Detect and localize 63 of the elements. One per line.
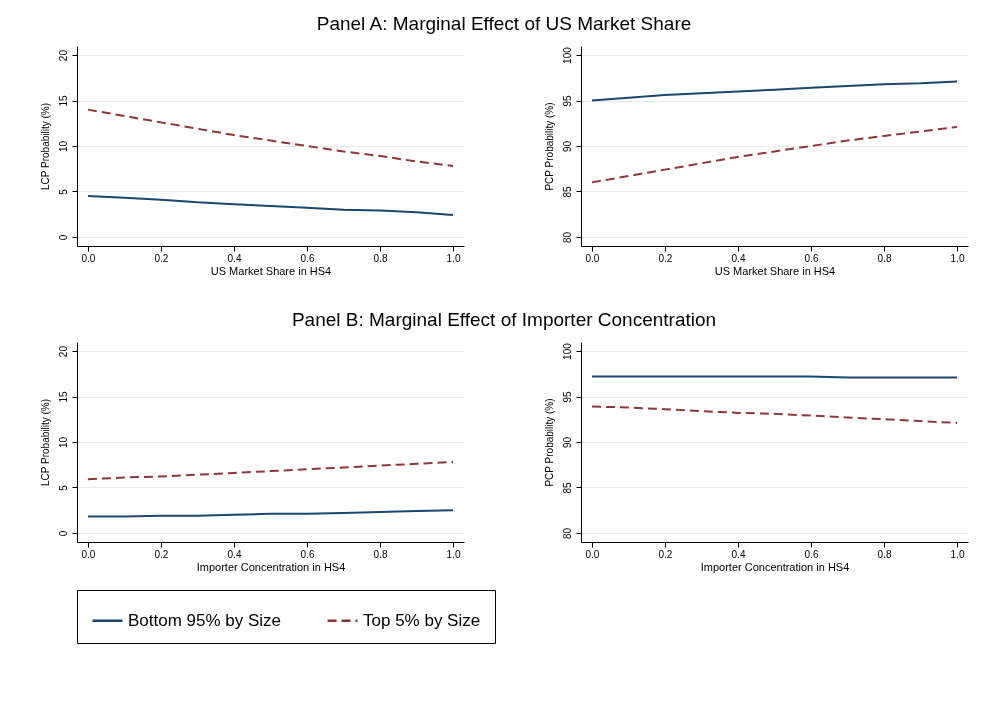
line-series: [590, 80, 959, 102]
x-tick-label: 0.6: [300, 252, 315, 264]
x-tick-label: 0.8: [877, 548, 892, 560]
y-tick-label: 80: [561, 527, 573, 539]
x-tick-label: 1.0: [950, 252, 965, 264]
x-tick-label: 0.4: [227, 252, 242, 264]
x-tick-label: 0.6: [804, 548, 819, 560]
x-tick-label: 0.0: [81, 252, 96, 264]
y-tick-label: 100: [561, 46, 573, 64]
x-tick-label: 0.6: [300, 548, 315, 560]
y-tick-label: 95: [561, 95, 573, 107]
y-tick-label: 15: [57, 391, 69, 403]
y-tick-label: 5: [57, 484, 69, 491]
y-tick-label: 0: [57, 234, 69, 241]
x-tick-label: 0.6: [804, 252, 819, 264]
x-tick-label: 0.0: [585, 548, 600, 560]
y-tick-label: 10: [57, 436, 69, 449]
x-tick-label: 0.0: [81, 548, 96, 560]
text: Panel B: Marginal Effect of Importer Concentration: [291, 309, 717, 330]
y-tick-label: 20: [57, 49, 69, 62]
x-tick-label: 0.2: [658, 548, 673, 560]
x-tick-label: 1.0: [950, 548, 965, 560]
y-tick-label: 5: [57, 188, 69, 195]
y-axis-title: PCP Probability (%): [543, 102, 555, 191]
line-series: [86, 108, 455, 167]
y-tick-label: 95: [561, 391, 573, 403]
line-series: [590, 405, 959, 424]
x-tick-label: 0.8: [877, 252, 892, 264]
x-tick-label: 0.4: [731, 252, 746, 264]
legend-label: Bottom 95% by Size: [128, 610, 282, 630]
x-tick-label: 0.2: [658, 252, 673, 264]
x-tick-label: 0.4: [731, 548, 746, 560]
line-series: [86, 509, 455, 518]
x-tick-label: 0.0: [585, 252, 600, 264]
x-tick-label: 0.4: [227, 548, 242, 560]
x-tick-label: 1.0: [446, 548, 461, 560]
y-tick-label: 15: [57, 95, 69, 107]
x-axis-title: US Market Share in HS4: [714, 264, 836, 277]
y-tick-label: 10: [57, 140, 69, 153]
y-tick-label: 80: [561, 231, 573, 243]
x-tick-label: 0.8: [373, 548, 388, 560]
y-tick-label: 20: [57, 345, 69, 358]
y-axis-title: LCP Probability (%): [39, 102, 51, 191]
x-axis-title: Importer Concentration in HS4: [700, 560, 850, 573]
y-tick-label: 85: [561, 185, 573, 198]
line-series: [86, 461, 455, 481]
y-tick-label: 85: [561, 481, 573, 494]
line-series: [86, 195, 455, 217]
y-tick-label: 90: [561, 436, 573, 449]
y-tick-label: 90: [561, 140, 573, 153]
x-tick-label: 0.8: [373, 252, 388, 264]
text: Panel A: Marginal Effect of US Market Share: [316, 13, 692, 34]
y-axis-title: LCP Probability (%): [39, 398, 51, 487]
line-series: [590, 125, 959, 184]
x-tick-label: 1.0: [446, 252, 461, 264]
x-tick-label: 0.2: [154, 252, 169, 264]
x-tick-label: 0.2: [154, 548, 169, 560]
x-axis-title: US Market Share in HS4: [210, 264, 332, 277]
legend-label: Top 5% by Size: [363, 610, 481, 630]
y-tick-label: 100: [561, 342, 573, 360]
y-axis-title: PCP Probability (%): [543, 398, 555, 487]
x-axis-title: Importer Concentration in HS4: [196, 560, 346, 573]
y-tick-label: 0: [57, 530, 69, 537]
